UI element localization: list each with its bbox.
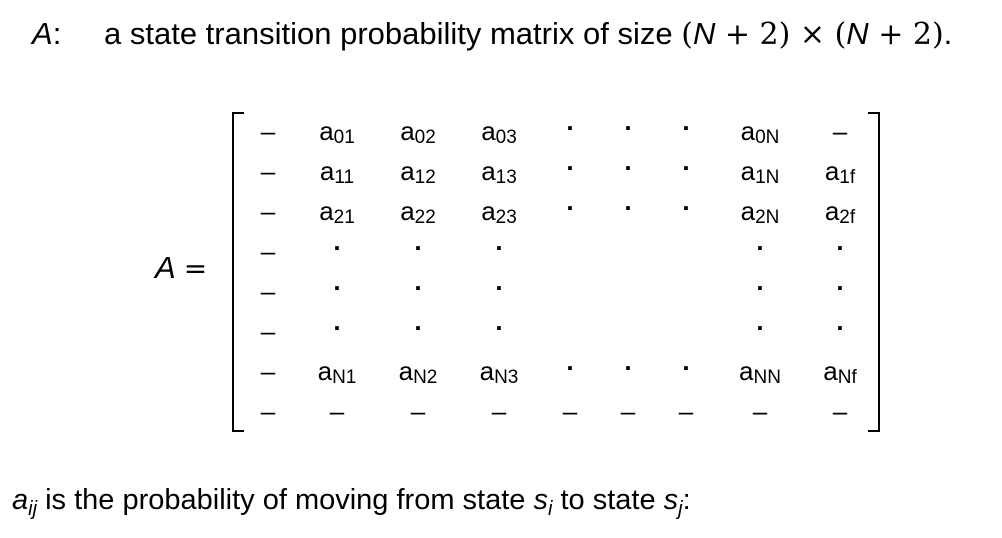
matrix-cell-r7-c7: – bbox=[752, 396, 768, 426]
matrix-cell-r1-c0: – bbox=[260, 156, 276, 186]
matrix-cell-r6-c7: aNN bbox=[739, 356, 781, 388]
matrix-cell-r4-c3: . bbox=[495, 266, 503, 296]
matrix-cell-r5-c0: – bbox=[260, 316, 276, 346]
matrix-cell-r0-c1: a01 bbox=[319, 116, 355, 148]
definition-symbol: A: bbox=[32, 16, 62, 51]
matrix-cell-r3-c2: . bbox=[414, 226, 422, 256]
matrix-cell-r4-c1: . bbox=[333, 266, 341, 296]
matrix-cell-r6-c0: – bbox=[260, 356, 276, 386]
matrix-cell-r1-c3: a13 bbox=[481, 156, 517, 188]
matrix-cell-r6-c5: . bbox=[624, 346, 632, 376]
matrix-cell-r2-c1: a21 bbox=[319, 196, 355, 228]
matrix-cell-r4-c0: – bbox=[260, 276, 276, 306]
matrix-cell-r6-c2: aN2 bbox=[398, 356, 438, 388]
matrix-cell-r7-c6: – bbox=[678, 396, 694, 426]
matrix-cell-r5-c2: . bbox=[414, 306, 422, 336]
definition-period: . bbox=[943, 16, 953, 51]
matrix-cell-r5-c1: . bbox=[333, 306, 341, 336]
definition-line: A: a state transition probability matrix… bbox=[0, 16, 1002, 60]
definition-text: a state transition probability matrix of… bbox=[104, 16, 952, 52]
matrix-size-expression: (N + 2) × (N + 2) bbox=[681, 16, 944, 52]
footer-sentence: aij is the probability of moving from st… bbox=[12, 484, 691, 520]
matrix-cell-r4-c2: . bbox=[414, 266, 422, 296]
matrix-cell-r7-c2: – bbox=[410, 396, 426, 426]
matrix-cell-r0-c8: – bbox=[832, 116, 848, 146]
matrix-cell-r3-c1: . bbox=[333, 226, 341, 256]
matrix-cell-r6-c8: aNf bbox=[823, 356, 857, 388]
matrix-cell-r7-c0: – bbox=[260, 396, 276, 426]
matrix-cell-r7-c4: – bbox=[562, 396, 578, 426]
definition-colon: : bbox=[52, 16, 62, 51]
matrix-cell-r1-c4: . bbox=[566, 146, 574, 176]
matrix-cell-r7-c8: – bbox=[832, 396, 848, 426]
matrix-cell-r5-c7: . bbox=[756, 306, 764, 336]
matrix-cell-r0-c0: – bbox=[260, 116, 276, 146]
matrix-cell-r1-c7: a1N bbox=[740, 156, 780, 188]
matrix-cell-r6-c6: . bbox=[682, 346, 690, 376]
matrix-cell-r5-c3: . bbox=[495, 306, 503, 336]
matrix-cell-r3-c0: – bbox=[260, 236, 276, 266]
matrix-cell-r2-c5: . bbox=[624, 186, 632, 216]
matrix-cell-r0-c7: a0N bbox=[740, 116, 780, 148]
matrix-cell-r0-c5: . bbox=[624, 106, 632, 136]
matrix-cell-r6-c1: aN1 bbox=[317, 356, 357, 388]
matrix-cell-r4-c7: . bbox=[756, 266, 764, 296]
matrix-cell-r3-c8: . bbox=[836, 226, 844, 256]
matrix-cell-r0-c3: a03 bbox=[481, 116, 517, 148]
matrix-cell-r1-c8: a1f bbox=[824, 156, 856, 188]
matrix-cell-r2-c0: – bbox=[260, 196, 276, 226]
matrix-cell-r2-c3: a23 bbox=[481, 196, 517, 228]
matrix-cell-r2-c2: a22 bbox=[400, 196, 436, 228]
matrix-left-bracket bbox=[232, 112, 244, 432]
matrix-cell-r0-c6: . bbox=[682, 106, 690, 136]
matrix-cell-r7-c1: – bbox=[329, 396, 345, 426]
matrix-cell-r0-c2: a02 bbox=[400, 116, 436, 148]
matrix-cell-r3-c7: . bbox=[756, 226, 764, 256]
matrix-cell-r2-c7: a2N bbox=[740, 196, 780, 228]
matrix-cell-r1-c5: . bbox=[624, 146, 632, 176]
matrix-cell-r4-c8: . bbox=[836, 266, 844, 296]
matrix-cell-r6-c4: . bbox=[566, 346, 574, 376]
matrix-cell-r7-c3: – bbox=[491, 396, 507, 426]
matrix-cell-r1-c1: a11 bbox=[319, 156, 355, 188]
matrix-cell-r0-c4: . bbox=[566, 106, 574, 136]
definition-description: a state transition probability matrix of… bbox=[104, 16, 673, 51]
matrix-cell-r7-c5: – bbox=[620, 396, 636, 426]
matrix-cell-r1-c2: a12 bbox=[400, 156, 436, 188]
matrix-right-bracket bbox=[868, 112, 880, 432]
matrix-cell-r2-c8: a2f bbox=[824, 196, 856, 228]
matrix-cell-r5-c8: . bbox=[836, 306, 844, 336]
matrix-cell-r2-c4: . bbox=[566, 186, 574, 216]
times-symbol: × bbox=[799, 17, 826, 52]
equals-sign: = bbox=[183, 252, 208, 285]
equation-lhs: A = bbox=[155, 250, 207, 286]
matrix-cell-r6-c3: aN3 bbox=[479, 356, 519, 388]
matrix-cell-r1-c6: . bbox=[682, 146, 690, 176]
lhs-symbol: A bbox=[155, 250, 176, 285]
matrix-cell-r2-c6: . bbox=[682, 186, 690, 216]
matrix-cell-r3-c3: . bbox=[495, 226, 503, 256]
